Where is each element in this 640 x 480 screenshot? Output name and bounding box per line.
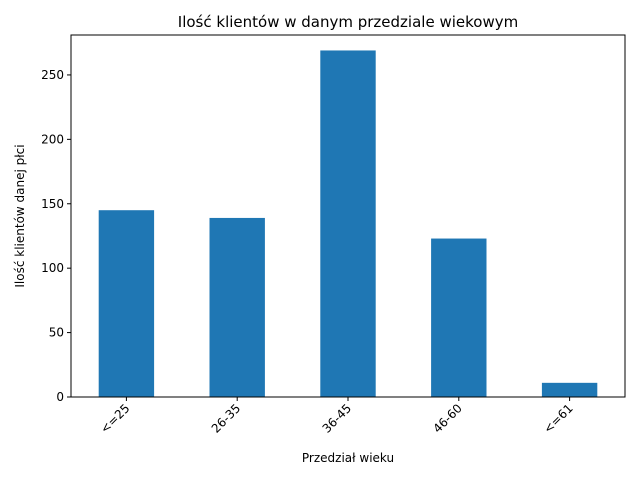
y-tick-label: 200 <box>41 132 64 146</box>
chart-title: Ilość klientów w danym przedziale wiekow… <box>178 13 518 31</box>
x-axis: <=25 26-35 36-45 46-60 <=61 <box>98 397 576 436</box>
x-tick-label: 26-35 <box>209 401 244 436</box>
bar-0 <box>98 210 155 397</box>
x-axis-label: Przedział wieku <box>302 451 394 465</box>
y-axis-label: Ilość klientów danej płci <box>13 144 27 287</box>
bar-2 <box>320 50 376 397</box>
bars-group <box>98 50 598 397</box>
y-tick-label: 0 <box>56 390 64 404</box>
y-tick-label: 100 <box>41 261 64 275</box>
y-tick-label: 250 <box>41 68 64 82</box>
x-tick-label: <=61 <box>541 401 576 436</box>
bar-1 <box>209 217 265 397</box>
x-tick-label: <=25 <box>98 401 133 436</box>
bar-3 <box>431 238 487 397</box>
bar-4 <box>541 382 598 397</box>
y-tick-label: 50 <box>49 326 64 340</box>
y-axis: 0 50 100 150 200 250 <box>41 68 71 404</box>
y-tick-label: 150 <box>41 197 64 211</box>
x-tick-label: 36-45 <box>320 401 355 436</box>
x-tick-label: 46-60 <box>430 401 465 436</box>
plot-frame <box>70 34 626 398</box>
